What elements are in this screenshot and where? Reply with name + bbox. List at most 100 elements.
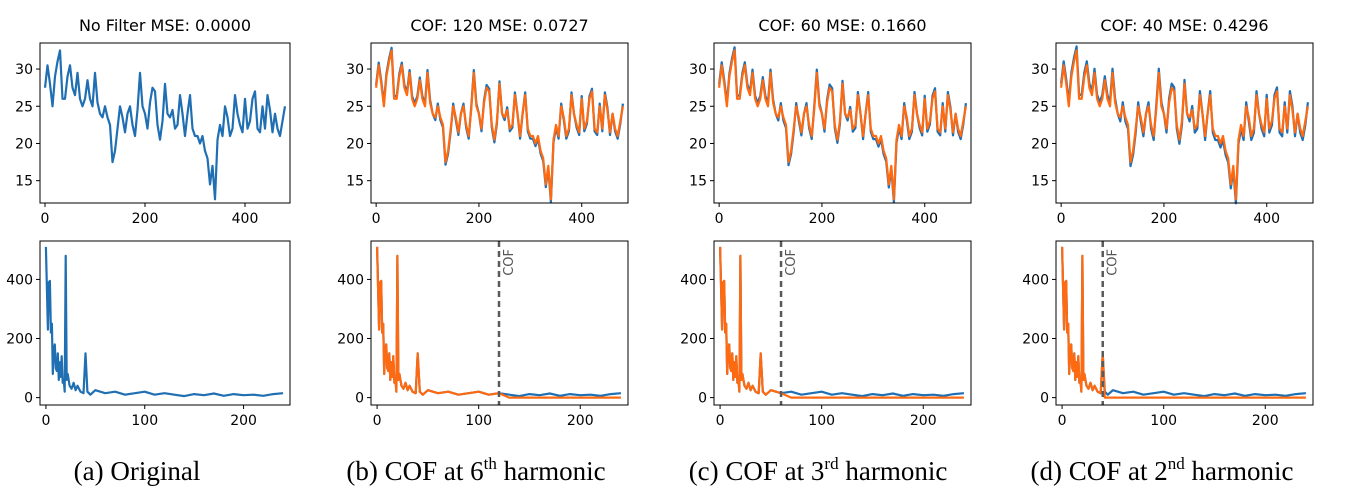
caption-suffix: harmonic — [839, 456, 948, 486]
chart-title: COF: 60 MSE: 0.1660 — [758, 16, 926, 35]
y-tick-label: 25 — [689, 99, 707, 115]
series-line-filtered — [718, 49, 967, 201]
chart-title: No Filter MSE: 0.0000 — [79, 16, 251, 35]
caption-superscript: th — [484, 454, 498, 473]
x-tick-label: 200 — [910, 413, 937, 429]
cof-label: COF — [502, 249, 517, 276]
axes-frame — [1055, 240, 1314, 406]
caption-text: COF at 3 — [725, 456, 824, 486]
y-tick-label: 0 — [1040, 391, 1049, 407]
axes-frame — [39, 240, 291, 406]
x-tick-label: 200 — [466, 211, 493, 227]
x-tick-label: 200 — [567, 413, 594, 429]
y-tick-label: 400 — [6, 272, 33, 288]
x-tick-label: 400 — [1253, 211, 1280, 227]
series-line-original — [719, 246, 964, 398]
y-tick-label: 15 — [1031, 174, 1049, 190]
y-tick-label: 25 — [15, 99, 33, 115]
x-tick-label: 400 — [911, 211, 938, 227]
x-tick-label: 200 — [230, 413, 257, 429]
axes-frame — [1055, 42, 1314, 204]
y-tick-label: 15 — [689, 174, 707, 190]
x-tick-label: 0 — [1057, 211, 1066, 227]
y-tick-label: 20 — [689, 136, 707, 152]
chart-d-time: 0 200 400 15 20 25 30 COF: 40 MSE: 0.4296 — [1031, 16, 1314, 227]
y-tick-label: 200 — [6, 332, 33, 348]
y-tick-label: 25 — [346, 99, 364, 115]
y-tick-label: 200 — [680, 332, 707, 348]
chart-a-freq: 0 100 200 0 200 400 — [6, 240, 291, 429]
caption-text: COF at 2 — [1069, 456, 1168, 486]
series-line-filtered — [375, 49, 624, 201]
x-tick-label: 0 — [41, 211, 50, 227]
cof-label: COF — [1106, 249, 1121, 276]
series-line-original — [43, 49, 287, 201]
caption-superscript: rd — [824, 454, 839, 473]
caption-superscript: nd — [1168, 454, 1186, 473]
caption-suffix: harmonic — [497, 456, 606, 486]
y-tick-label: 0 — [24, 391, 33, 407]
subfigure-caption: (a) Original — [74, 456, 201, 486]
x-tick-label: 200 — [132, 211, 159, 227]
y-tick-label: 20 — [346, 136, 364, 152]
y-tick-label: 20 — [15, 136, 33, 152]
caption-text: COF at 6 — [385, 456, 484, 486]
caption-prefix: (b) — [346, 456, 384, 486]
axes-frame — [39, 42, 291, 204]
x-tick-label: 100 — [1150, 413, 1177, 429]
y-tick-label: 30 — [689, 62, 707, 78]
y-tick-label: 0 — [698, 391, 707, 407]
y-tick-label: 30 — [15, 62, 33, 78]
series-line-original — [44, 246, 284, 398]
caption-text: Original — [110, 456, 200, 486]
x-tick-label: 400 — [568, 211, 595, 227]
x-tick-label: 100 — [465, 413, 492, 429]
x-tick-label: 0 — [1058, 413, 1067, 429]
subfigure-caption: (b) COF at 6th harmonic — [346, 454, 605, 486]
axes-frame — [713, 42, 972, 204]
caption-prefix: (d) — [1031, 456, 1069, 486]
x-tick-label: 200 — [809, 211, 836, 227]
series-line-original — [1061, 246, 1306, 398]
chart-b-freq: COF 0 100 200 0 200 400 — [337, 240, 629, 429]
x-tick-label: 0 — [715, 211, 724, 227]
subfigure-caption: (c) COF at 3rd harmonic — [689, 454, 948, 486]
chart-a-time: 0 200 400 15 20 25 30 No Filter MSE: 0.0000 — [15, 16, 291, 227]
caption-prefix: (c) — [689, 456, 726, 486]
x-tick-label: 0 — [372, 211, 381, 227]
chart-d-freq: COF 0 100 200 0 200 400 — [1022, 240, 1314, 429]
y-tick-label: 200 — [337, 332, 364, 348]
x-tick-label: 100 — [131, 413, 158, 429]
chart-c-freq: COF 0 100 200 0 200 400 — [680, 240, 972, 429]
subfigure-caption: (d) COF at 2nd harmonic — [1031, 454, 1294, 486]
y-tick-label: 400 — [1022, 272, 1049, 288]
y-tick-label: 15 — [346, 174, 364, 190]
caption-suffix: harmonic — [1185, 456, 1294, 486]
y-tick-label: 30 — [346, 62, 364, 78]
series-line-filtered — [376, 246, 621, 399]
y-tick-label: 400 — [337, 272, 364, 288]
x-tick-label: 200 — [1151, 211, 1178, 227]
x-tick-label: 200 — [1252, 413, 1279, 429]
series-line-filtered — [1061, 246, 1306, 399]
y-tick-label: 20 — [1031, 136, 1049, 152]
y-tick-label: 25 — [1031, 99, 1049, 115]
x-tick-label: 100 — [808, 413, 835, 429]
chart-title: COF: 40 MSE: 0.4296 — [1100, 16, 1268, 35]
y-tick-label: 0 — [355, 391, 364, 407]
x-tick-label: 0 — [373, 413, 382, 429]
axes-frame — [370, 42, 629, 204]
axes-frame — [713, 240, 972, 406]
x-tick-label: 400 — [232, 211, 259, 227]
y-tick-label: 15 — [15, 174, 33, 190]
x-tick-label: 0 — [716, 413, 725, 429]
x-tick-label: 0 — [41, 413, 50, 429]
chart-b-time: 0 200 400 15 20 25 30 COF: 120 MSE: 0.0727 — [346, 16, 629, 227]
cof-label: COF — [784, 249, 799, 276]
y-tick-label: 200 — [1022, 332, 1049, 348]
caption-prefix: (a) — [74, 456, 111, 486]
chart-c-time: 0 200 400 15 20 25 30 COF: 60 MSE: 0.1660 — [689, 16, 972, 227]
series-line-filtered — [1060, 49, 1309, 201]
chart-title: COF: 120 MSE: 0.0727 — [410, 16, 588, 35]
